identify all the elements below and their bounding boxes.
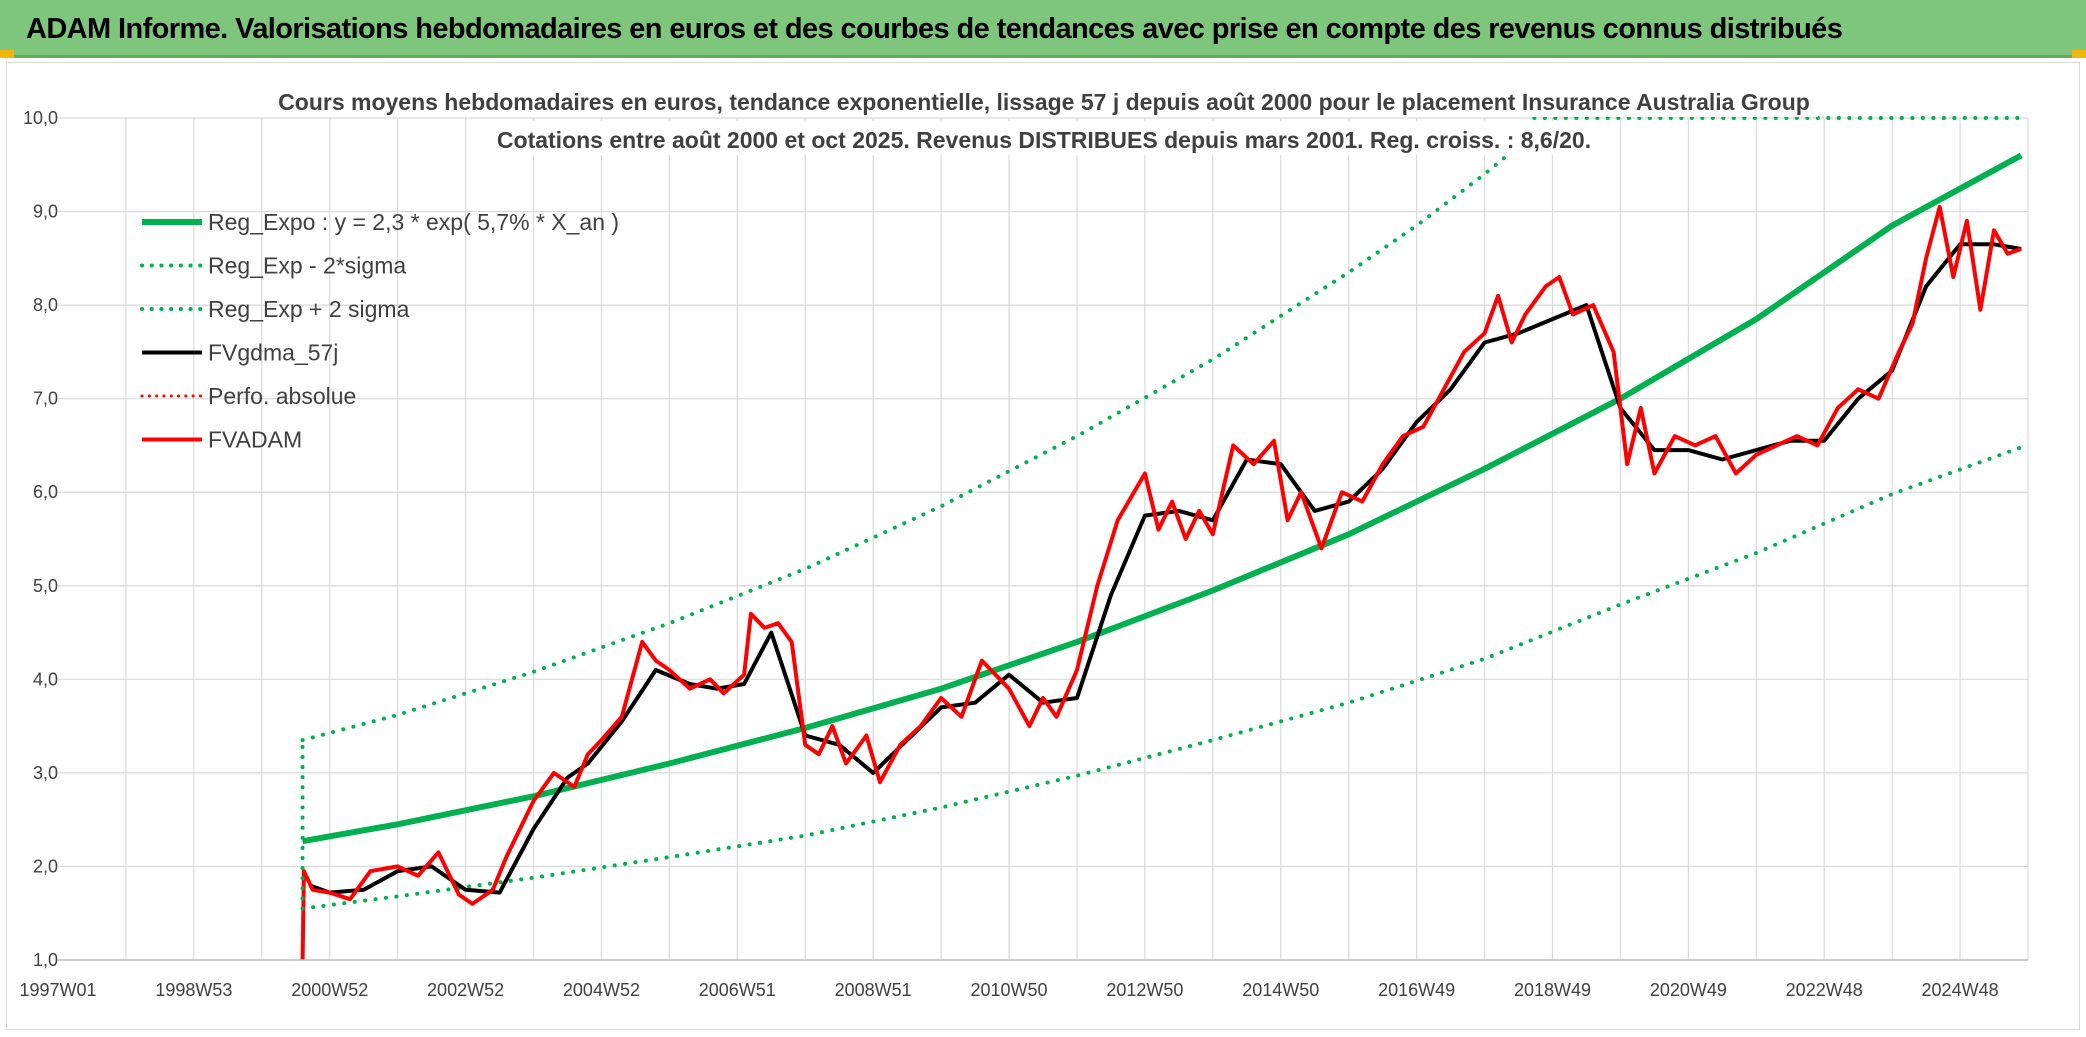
y-tick-label: 9,0 <box>33 202 58 222</box>
legend-label: Reg_Exp - 2*sigma <box>208 253 406 279</box>
chart-title-line: Cotations entre août 2000 et oct 2025. R… <box>497 127 1591 153</box>
x-tick-label: 2014W50 <box>1242 980 1319 1000</box>
y-tick-label: 2,0 <box>33 856 58 876</box>
y-tick-label: 3,0 <box>33 763 58 783</box>
x-tick-label: 2010W50 <box>971 980 1048 1000</box>
x-tick-label: 2000W52 <box>291 980 368 1000</box>
corner-marker-right <box>2072 50 2086 58</box>
chart-legend: Reg_Expo : y = 2,3 * exp( 5,7% * X_an ) R… <box>140 209 619 453</box>
y-tick-label: 10,0 <box>23 108 58 128</box>
title-backing <box>488 121 1600 155</box>
x-tick-label: 2016W49 <box>1378 980 1455 1000</box>
report-banner: ADAM Informe. Valorisations hebdomadaire… <box>0 0 2086 58</box>
x-tick-label: 2008W51 <box>835 980 912 1000</box>
x-tick-label: 1998W53 <box>155 980 232 1000</box>
legend-label: FVgdma_57j <box>208 340 338 366</box>
title-backing <box>270 83 1818 117</box>
legend-label: Reg_Expo : y = 2,3 * exp( 5,7% * X_an ) <box>208 209 619 235</box>
x-tick-label: 2002W52 <box>427 980 504 1000</box>
y-tick-label: 4,0 <box>33 669 58 689</box>
y-tick-label: 8,0 <box>33 295 58 315</box>
banner-title: ADAM Informe. Valorisations hebdomadaire… <box>26 13 1843 45</box>
x-tick-label: 2012W50 <box>1106 980 1183 1000</box>
series-line-4 <box>300 204 2022 961</box>
axis-labels: 1,0 2,0 3,0 4,0 5,0 6,0 7,0 8,0 9,0 10,0 1997W01 19… <box>19 108 2028 1000</box>
legend-label: Perfo. absolue <box>208 383 356 409</box>
x-tick-label: 2022W48 <box>1786 980 1863 1000</box>
x-tick-label: 2018W49 <box>1514 980 1591 1000</box>
legend-label: Reg_Exp + 2 sigma <box>208 296 410 322</box>
chart-area <box>6 62 2080 1030</box>
y-tick-label: 7,0 <box>33 389 58 409</box>
y-tick-label: 5,0 <box>33 576 58 596</box>
y-tick-label: 1,0 <box>33 950 58 970</box>
chart-title: Cours moyens hebdomadaires en euros, ten… <box>270 83 1818 155</box>
x-tick-label: 1997W01 <box>19 980 96 1000</box>
y-tick-label: 6,0 <box>33 482 58 502</box>
series-line-2 <box>300 116 2024 743</box>
chart-title-line: Cours moyens hebdomadaires en euros, ten… <box>278 89 1810 115</box>
legend-label: FVADAM <box>208 427 302 453</box>
x-tick-label: 2024W48 <box>1922 980 1999 1000</box>
series-line-1 <box>300 445 2024 911</box>
x-tick-label: 2006W51 <box>699 980 776 1000</box>
x-tick-label: 2004W52 <box>563 980 640 1000</box>
x-tick-label: 2020W49 <box>1650 980 1727 1000</box>
series-lines <box>300 116 2024 961</box>
series-line-3 <box>308 242 2022 895</box>
corner-marker-left <box>0 50 14 58</box>
series-line-0 <box>302 152 2023 845</box>
